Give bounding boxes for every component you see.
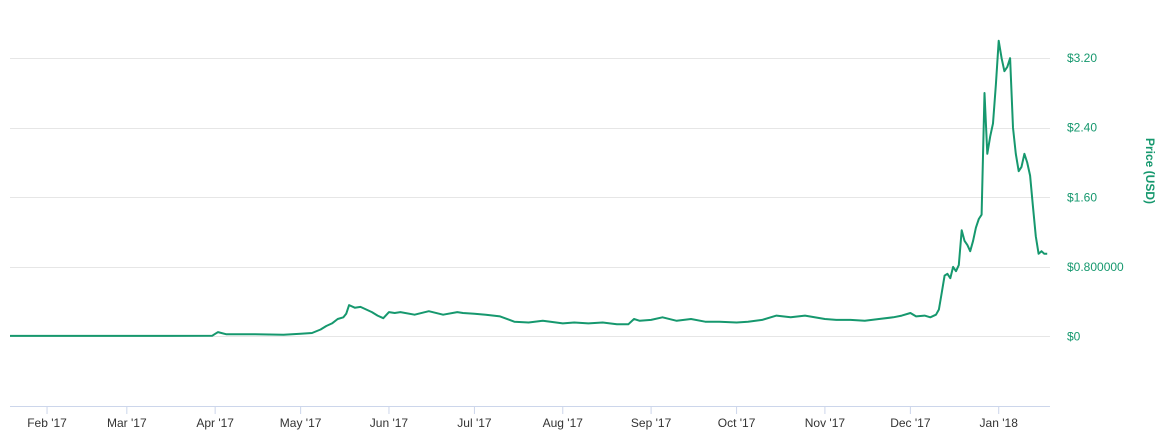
x-tick-label: May '17 (280, 416, 322, 430)
grid-lines (10, 58, 1050, 407)
x-tick-label: Nov '17 (805, 416, 846, 430)
y-axis-ticks: $0 $0.800000 $1.60 $2.40 $3.20 (1067, 51, 1124, 343)
x-tick-label: Aug '17 (543, 416, 584, 430)
price-series-line (10, 39, 1048, 337)
x-tick-label: Jun '17 (370, 416, 409, 430)
x-tick-label: Oct '17 (718, 416, 756, 430)
y-tick-label: $2.40 (1067, 121, 1097, 135)
y-axis-title: Price (USD) (1143, 138, 1157, 204)
x-tick-label: Dec '17 (890, 416, 931, 430)
x-tick-label: Apr '17 (196, 416, 234, 430)
x-tick-label: Jul '17 (457, 416, 492, 430)
x-tick-label: Jan '18 (980, 416, 1019, 430)
y-tick-label: $3.20 (1067, 51, 1097, 65)
x-tick-label: Sep '17 (631, 416, 672, 430)
x-tick-label: Feb '17 (27, 416, 67, 430)
y-tick-label: $0.800000 (1067, 260, 1124, 274)
y-tick-label: $0 (1067, 329, 1081, 343)
x-tick-label: Mar '17 (107, 416, 147, 430)
x-axis-ticks: Feb '17 Mar '17 Apr '17 May '17 Jun '17 Jul '… (27, 406, 1018, 430)
y-tick-label: $1.60 (1067, 190, 1097, 204)
